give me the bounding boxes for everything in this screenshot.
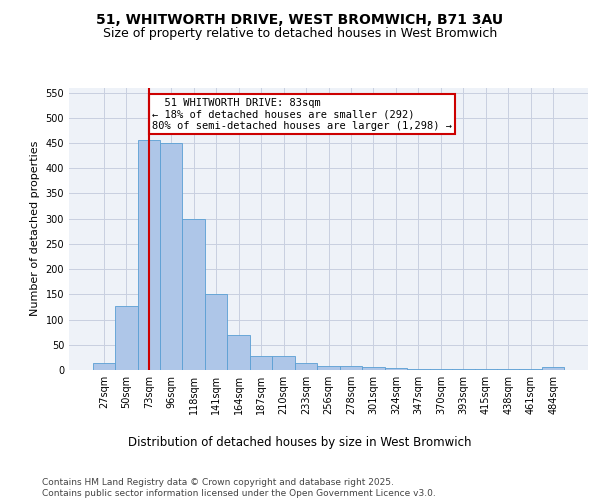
Bar: [160, 143, 182, 370]
Bar: [227, 334, 250, 370]
Bar: [340, 366, 362, 370]
Bar: [115, 306, 137, 370]
Text: Contains HM Land Registry data © Crown copyright and database right 2025.
Contai: Contains HM Land Registry data © Crown c…: [42, 478, 436, 498]
Bar: [250, 356, 272, 370]
Bar: [295, 364, 317, 370]
Text: 51, WHITWORTH DRIVE, WEST BROMWICH, B71 3AU: 51, WHITWORTH DRIVE, WEST BROMWICH, B71 …: [97, 12, 503, 26]
Bar: [430, 369, 452, 370]
Bar: [182, 218, 205, 370]
Bar: [475, 369, 497, 370]
Bar: [272, 356, 295, 370]
Bar: [137, 140, 160, 370]
Bar: [317, 366, 340, 370]
Bar: [385, 368, 407, 370]
Bar: [452, 369, 475, 370]
Bar: [542, 367, 565, 370]
Bar: [92, 364, 115, 370]
Bar: [497, 369, 520, 370]
Text: 51 WHITWORTH DRIVE: 83sqm
← 18% of detached houses are smaller (292)
80% of semi: 51 WHITWORTH DRIVE: 83sqm ← 18% of detac…: [152, 98, 452, 131]
Y-axis label: Number of detached properties: Number of detached properties: [30, 141, 40, 316]
Text: Size of property relative to detached houses in West Bromwich: Size of property relative to detached ho…: [103, 28, 497, 40]
Bar: [407, 369, 430, 370]
Bar: [205, 294, 227, 370]
Text: Distribution of detached houses by size in West Bromwich: Distribution of detached houses by size …: [128, 436, 472, 449]
Bar: [362, 368, 385, 370]
